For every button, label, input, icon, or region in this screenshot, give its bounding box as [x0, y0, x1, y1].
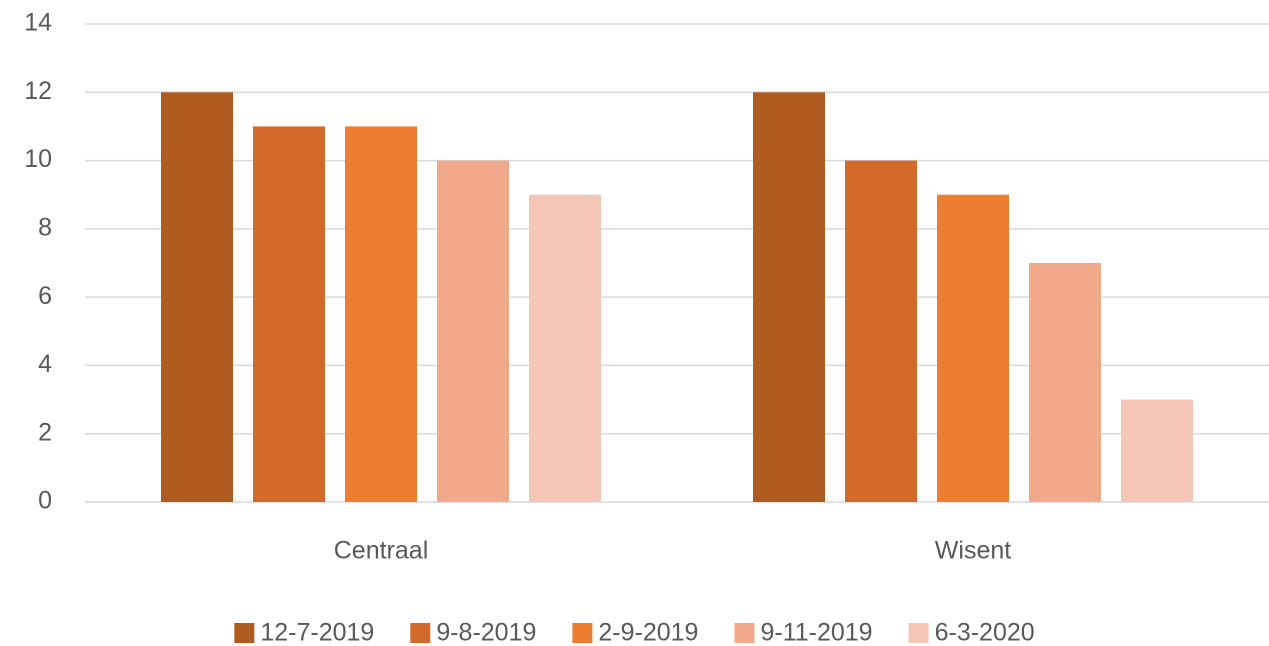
bar [161, 92, 233, 503]
y-tick-label: 12 [24, 77, 52, 105]
bar [253, 126, 325, 502]
legend-label: 6-3-2020 [935, 619, 1035, 646]
legend-swatch [734, 623, 755, 643]
y-tick-label: 6 [38, 282, 52, 310]
legend-swatch [572, 623, 593, 643]
legend-label: 9-8-2019 [436, 619, 536, 646]
bar [345, 126, 417, 502]
bar [1121, 399, 1193, 502]
y-tick-label: 2 [38, 418, 52, 446]
bar [753, 92, 825, 503]
legend-swatch [410, 623, 431, 643]
legend-label: 2-9-2019 [598, 619, 698, 646]
y-tick-label: 14 [24, 9, 52, 37]
bar [845, 160, 917, 503]
x-tick-label: Centraal [334, 537, 429, 565]
bar [437, 160, 509, 503]
legend-label: 12-7-2019 [260, 619, 374, 646]
y-tick-label: 0 [38, 487, 52, 515]
y-tick-label: 4 [38, 350, 52, 378]
legend-swatch [234, 623, 255, 643]
y-tick-label: 10 [24, 145, 52, 173]
bar [1029, 263, 1101, 502]
bar [937, 194, 1009, 502]
legend-swatch [908, 623, 929, 643]
bar [529, 194, 601, 502]
y-tick-label: 8 [38, 213, 52, 241]
legend-label: 9-11-2019 [760, 619, 872, 646]
x-tick-label: Wisent [935, 537, 1011, 565]
legend: 12-7-2019 9-8-2019 2-9-2019 9-11-2019 6-3-20… [234, 619, 1035, 646]
